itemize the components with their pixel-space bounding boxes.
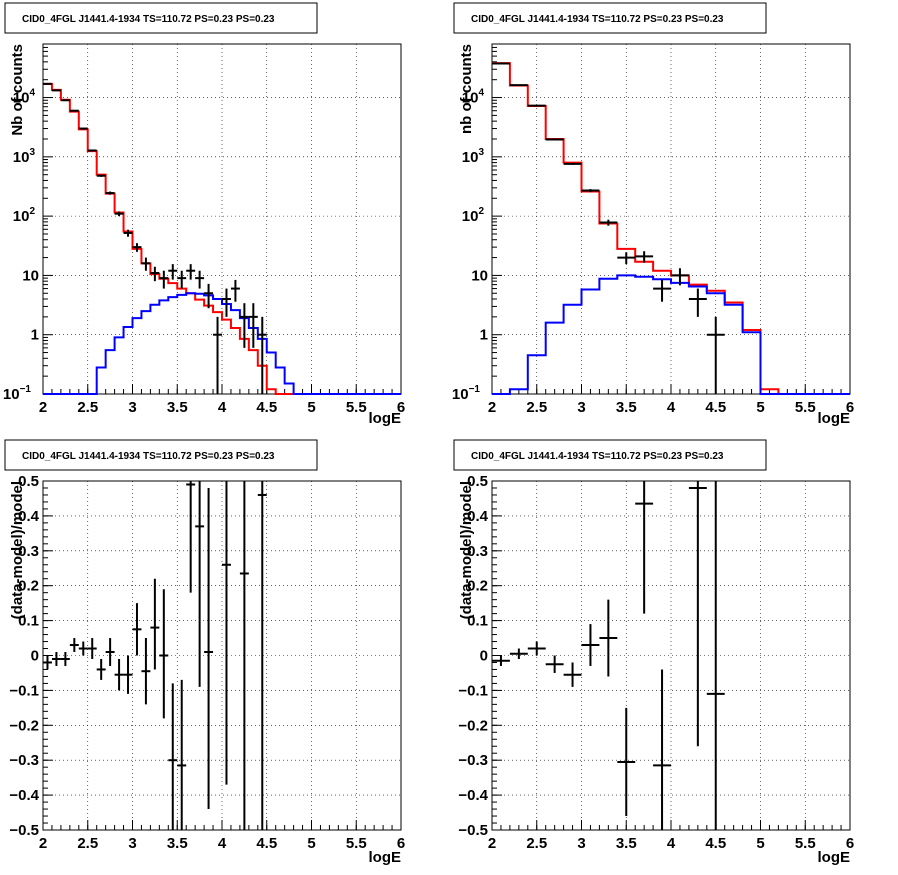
- x-tick-label: 6: [397, 399, 405, 416]
- y-tick-label: 10: [471, 267, 488, 284]
- x-tick-label: 2: [488, 835, 496, 852]
- y-tick-label: 0.2: [18, 578, 39, 595]
- y-tick-label: −0.3: [9, 752, 39, 769]
- panel-bottom-left: CID0_4FGL J1441.4-1934 TS=110.72 PS=0.23…: [4, 439, 405, 866]
- x-tick-label: 4.5: [705, 399, 726, 416]
- x-axis-title: logE: [818, 410, 851, 427]
- y-tick-label: 104: [13, 88, 36, 107]
- y-tick-label: 0: [31, 648, 39, 665]
- x-axis-title: logE: [369, 849, 402, 866]
- y-tick-label: −0.1: [9, 682, 39, 699]
- y-tick-label: 10−1: [3, 384, 32, 403]
- y-tick-label: 0.4: [18, 508, 40, 525]
- y-axis-title: Nb of counts: [9, 44, 26, 136]
- y-tick-label: −0.2: [9, 717, 39, 734]
- x-tick-label: 2.5: [526, 835, 547, 852]
- x-tick-label: 4.5: [256, 399, 277, 416]
- y-tick-label: 102: [462, 206, 485, 225]
- x-tick-label: 2.5: [77, 399, 98, 416]
- x-axis-title: logE: [818, 849, 851, 866]
- y-tick-label: 0: [480, 648, 488, 665]
- y-tick-label: 104: [462, 88, 485, 107]
- panel-top-right: CID0_4FGL J1441.4-1934 TS=110.72 PS=0.23…: [452, 2, 854, 427]
- y-tick-label: 10−1: [452, 384, 481, 403]
- x-tick-label: 5: [307, 835, 315, 852]
- x-tick-label: 4: [218, 835, 227, 852]
- x-tick-label: 5.5: [346, 399, 367, 416]
- y-tick-label: 103: [13, 147, 36, 166]
- y-tick-label: 10: [22, 267, 39, 284]
- panel-title: CID0_4FGL J1441.4-1934 TS=110.72 PS=0.23…: [22, 14, 275, 25]
- y-tick-label: −0.4: [458, 787, 488, 804]
- x-tick-label: 5: [756, 399, 764, 416]
- y-tick-label: −0.5: [9, 822, 39, 839]
- x-tick-label: 3.5: [616, 399, 637, 416]
- x-tick-label: 5.5: [795, 835, 816, 852]
- x-tick-label: 4.5: [705, 835, 726, 852]
- x-tick-label: 3: [577, 399, 585, 416]
- x-tick-label: 6: [846, 399, 854, 416]
- x-tick-label: 2.5: [77, 835, 98, 852]
- x-tick-label: 6: [397, 835, 405, 852]
- x-tick-label: 3: [128, 399, 136, 416]
- x-tick-label: 5: [307, 399, 315, 416]
- x-tick-label: 2: [39, 399, 47, 416]
- y-axis-title: nb of counts: [458, 44, 475, 134]
- source-model-line: [492, 274, 850, 395]
- y-tick-label: 1: [31, 327, 39, 344]
- y-tick-label: −0.1: [458, 682, 488, 699]
- panel-bottom-right: CID0_4FGL J1441.4-1934 TS=110.72 PS=0.23…: [453, 439, 854, 866]
- x-tick-label: 4: [218, 399, 227, 416]
- x-tick-label: 4: [667, 399, 676, 416]
- x-tick-label: 3: [577, 835, 585, 852]
- x-tick-label: 3: [128, 835, 136, 852]
- y-tick-label: 0.2: [467, 578, 488, 595]
- x-tick-label: 2: [39, 835, 47, 852]
- x-axis-title: logE: [369, 410, 402, 427]
- y-tick-label: 103: [462, 147, 485, 166]
- panel-title: CID0_4FGL J1441.4-1934 TS=110.72 PS=0.23…: [471, 14, 724, 25]
- y-axis-title: (data-model)/model: [9, 481, 26, 619]
- y-tick-label: −0.5: [458, 822, 488, 839]
- x-tick-label: 6: [846, 835, 854, 852]
- y-tick-label: −0.3: [458, 752, 488, 769]
- y-tick-label: 0.4: [467, 508, 489, 525]
- x-tick-label: 5.5: [346, 835, 367, 852]
- y-tick-label: 1: [480, 327, 488, 344]
- y-tick-label: 0.3: [18, 543, 39, 560]
- y-tick-label: 0.1: [18, 613, 39, 630]
- panel-title: CID0_4FGL J1441.4-1934 TS=110.72 PS=0.23…: [22, 451, 275, 462]
- y-tick-label: −0.2: [458, 717, 488, 734]
- y-tick-label: 102: [13, 206, 36, 225]
- x-tick-label: 3.5: [616, 835, 637, 852]
- y-tick-label: 0.5: [18, 473, 39, 490]
- panel-top-left: CID0_4FGL J1441.4-1934 TS=110.72 PS=0.23…: [3, 2, 405, 427]
- x-tick-label: 4.5: [256, 835, 277, 852]
- x-tick-label: 5.5: [795, 399, 816, 416]
- y-tick-label: 0.1: [467, 613, 488, 630]
- x-tick-label: 2: [488, 399, 496, 416]
- y-tick-label: 0.5: [467, 473, 488, 490]
- x-tick-label: 2.5: [526, 399, 547, 416]
- x-tick-label: 5: [756, 835, 764, 852]
- x-tick-label: 4: [667, 835, 676, 852]
- y-tick-label: 0.3: [467, 543, 488, 560]
- x-tick-label: 3.5: [167, 399, 188, 416]
- panel-title: CID0_4FGL J1441.4-1934 TS=110.72 PS=0.23…: [471, 451, 724, 462]
- y-tick-label: −0.4: [9, 787, 39, 804]
- y-axis-title: (data-model)/model: [458, 481, 475, 619]
- x-tick-label: 3.5: [167, 835, 188, 852]
